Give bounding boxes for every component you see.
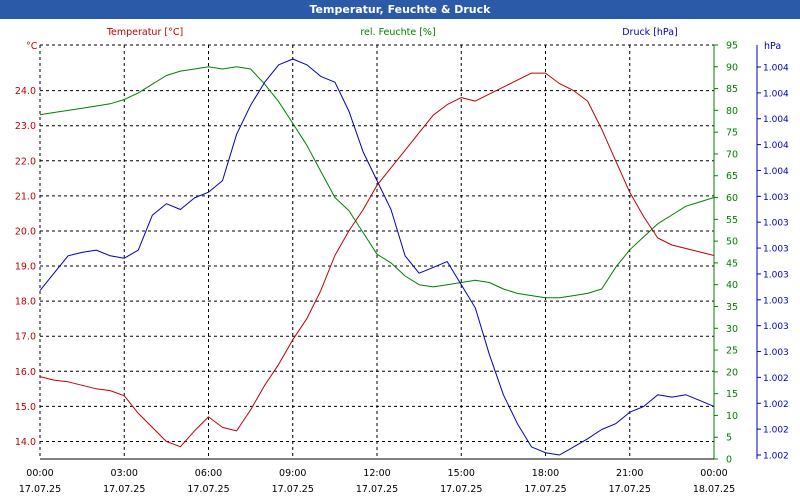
pressure-tick: 1.004 bbox=[763, 167, 789, 177]
temperature-tick: 20.0 bbox=[15, 226, 36, 237]
pressure-line bbox=[39, 58, 715, 456]
temperature-line bbox=[39, 72, 715, 448]
x-tick-time: 18:00 bbox=[532, 468, 559, 479]
temperature-tick: 15.0 bbox=[15, 402, 36, 413]
x-tick-date: 17.07.25 bbox=[103, 484, 145, 495]
pressure-tick: 1.003 bbox=[763, 322, 789, 332]
pressure-tick: 1.003 bbox=[763, 219, 789, 229]
humidity-tick: 5 bbox=[726, 433, 732, 444]
temperature-tick: 21.0 bbox=[15, 191, 36, 202]
x-tick-time: 03:00 bbox=[111, 468, 138, 479]
x-tick-date: 17.07.25 bbox=[272, 484, 314, 495]
pressure-axis-label: Druck [hPa] bbox=[622, 27, 678, 38]
temperature-tick: 14.0 bbox=[15, 437, 36, 448]
pressure-tick: 1.003 bbox=[763, 296, 789, 306]
humidity-tick: 10 bbox=[726, 411, 738, 422]
pressure-tick: 1.004 bbox=[763, 141, 789, 151]
humidity-tick: 50 bbox=[726, 237, 738, 248]
x-tick-time: 12:00 bbox=[363, 468, 390, 479]
x-tick-time: 15:00 bbox=[448, 468, 475, 479]
humidity-tick: 25 bbox=[726, 346, 738, 357]
series-lines bbox=[39, 58, 715, 456]
tick-labels: 00:00 17.07.25 03:00 17.07.25 06:00 17.07.25 0… bbox=[15, 41, 789, 496]
humidity-axis-label: rel. Feuchte [%] bbox=[360, 27, 435, 38]
humidity-tick: 40 bbox=[726, 280, 738, 291]
pressure-tick: 1.002 bbox=[763, 400, 789, 410]
x-tick-date: 17.07.25 bbox=[440, 484, 482, 495]
humidity-tick: 90 bbox=[726, 62, 738, 73]
pressure-tick: 1.003 bbox=[763, 193, 789, 203]
humidity-tick: 80 bbox=[726, 106, 738, 117]
x-tick-date: 17.07.25 bbox=[524, 484, 566, 495]
humidity-tick: 30 bbox=[726, 324, 738, 335]
temperature-tick: 23.0 bbox=[15, 121, 36, 132]
humidity-tick: 15 bbox=[726, 389, 738, 400]
x-tick-date: 17.07.25 bbox=[187, 484, 229, 495]
humidity-tick: 75 bbox=[726, 128, 738, 139]
temperature-tick: 24.0 bbox=[15, 86, 36, 97]
x-tick-time: 09:00 bbox=[279, 468, 306, 479]
humidity-tick: 35 bbox=[726, 302, 738, 313]
humidity-tick: 0 bbox=[726, 455, 732, 466]
pressure-tick: 1.004 bbox=[763, 89, 789, 99]
x-tick-date: 17.07.25 bbox=[609, 484, 651, 495]
humidity-line bbox=[39, 66, 715, 299]
x-tick-time: 06:00 bbox=[195, 468, 222, 479]
humidity-tick: 45 bbox=[726, 258, 738, 269]
pressure-tick: 1.003 bbox=[763, 270, 789, 280]
pressure-tick: 1.002 bbox=[763, 374, 789, 384]
gridlines bbox=[39, 44, 761, 460]
humidity-tick: 20 bbox=[726, 367, 738, 378]
pressure-tick: 1.002 bbox=[763, 452, 789, 462]
x-tick-time: 00:00 bbox=[26, 468, 53, 479]
x-tick-date: 17.07.25 bbox=[19, 484, 61, 495]
temperature-tick: 19.0 bbox=[15, 262, 36, 273]
temperature-axis-label: Temperatur [°C] bbox=[106, 27, 183, 38]
humidity-tick: 60 bbox=[726, 193, 738, 204]
pressure-unit-label: hPa bbox=[764, 41, 781, 52]
temperature-unit-label: °C bbox=[26, 41, 38, 52]
x-tick-date: 17.07.25 bbox=[356, 484, 398, 495]
pressure-tick: 1.002 bbox=[763, 426, 789, 436]
x-tick-date: 18.07.25 bbox=[693, 484, 735, 495]
temperature-tick: 18.0 bbox=[15, 297, 36, 308]
pressure-tick: 1.004 bbox=[763, 115, 789, 125]
x-tick-time: 21:00 bbox=[616, 468, 643, 479]
pressure-tick: 1.004 bbox=[763, 64, 789, 74]
humidity-tick: 85 bbox=[726, 84, 738, 95]
pressure-tick: 1.003 bbox=[763, 245, 789, 255]
temperature-tick: 17.0 bbox=[15, 332, 36, 343]
humidity-tick: 95 bbox=[726, 41, 738, 52]
humidity-tick: 65 bbox=[726, 171, 738, 182]
temperature-tick: 16.0 bbox=[15, 367, 36, 378]
temperature-tick: 22.0 bbox=[15, 156, 36, 167]
window-title: Temperatur, Feuchte & Druck bbox=[0, 0, 800, 19]
x-tick-time: 00:00 bbox=[700, 468, 727, 479]
humidity-tick: 55 bbox=[726, 215, 738, 226]
humidity-tick: 70 bbox=[726, 149, 738, 160]
chart-area: Temperatur [°C] rel. Feuchte [%] Druck [… bbox=[15, 27, 789, 496]
pressure-tick: 1.003 bbox=[763, 348, 789, 358]
